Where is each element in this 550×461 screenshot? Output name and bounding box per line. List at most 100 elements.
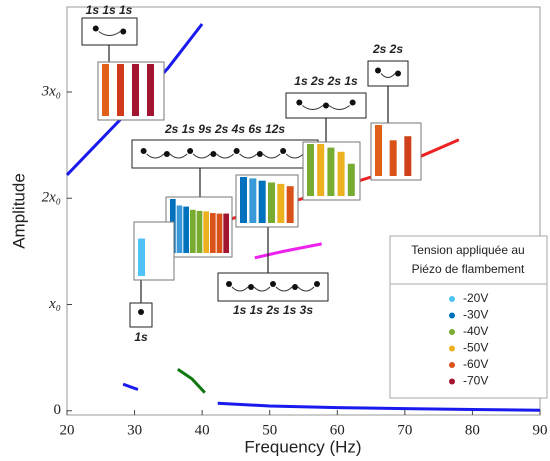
mode-ball bbox=[163, 151, 170, 157]
inset-bar bbox=[249, 178, 257, 223]
mode-spring bbox=[216, 153, 234, 159]
inset-bar bbox=[258, 180, 266, 223]
mode-label: 2s 2s bbox=[372, 42, 403, 56]
mode-spring bbox=[192, 153, 211, 159]
x-axis-title: Frequency (Hz) bbox=[244, 437, 361, 456]
inset-bar bbox=[203, 211, 209, 253]
inset-bar bbox=[210, 213, 216, 253]
inset-bar bbox=[375, 125, 382, 176]
legend-label: -50V bbox=[463, 341, 488, 355]
inset-bar bbox=[277, 183, 285, 223]
mode-ball bbox=[323, 102, 329, 109]
mode-ball bbox=[120, 28, 127, 35]
x-tick-label: 50 bbox=[262, 422, 277, 438]
x-tick-label: 20 bbox=[60, 422, 75, 438]
mode-ball bbox=[375, 67, 381, 74]
y-tick-label: 0 bbox=[54, 402, 62, 418]
legend-swatch bbox=[449, 329, 455, 335]
legend-swatch bbox=[449, 378, 455, 385]
mode-ball bbox=[270, 281, 276, 287]
mode-spring bbox=[328, 105, 350, 110]
x-tick-label: 30 bbox=[127, 422, 142, 438]
legend-title: Tension appliquée au bbox=[411, 243, 524, 257]
inset-bar bbox=[117, 64, 124, 116]
inset-bar bbox=[404, 136, 412, 176]
x-tick-label: 70 bbox=[397, 422, 412, 438]
mode-spring bbox=[253, 286, 271, 292]
inset-bar bbox=[317, 144, 325, 196]
mode-ball bbox=[292, 284, 298, 290]
inset-bar bbox=[132, 64, 139, 116]
mode-ball bbox=[395, 70, 401, 77]
legend-label: -40V bbox=[463, 324, 488, 338]
inset-bar bbox=[268, 182, 275, 223]
mode-ball bbox=[233, 148, 240, 154]
inset-bar bbox=[286, 186, 294, 223]
mode-spring bbox=[169, 153, 188, 159]
legend-label: -30V bbox=[463, 308, 488, 322]
y-tick-label: 3x₀ bbox=[41, 83, 61, 99]
inset-bar bbox=[190, 209, 196, 253]
x-tick-label: 90 bbox=[533, 422, 548, 438]
data-line bbox=[176, 368, 206, 394]
inset-bar bbox=[176, 205, 183, 253]
inset-bar bbox=[307, 144, 314, 196]
mode-ball bbox=[349, 99, 356, 106]
mode-ball bbox=[248, 284, 254, 290]
legend-label: -60V bbox=[463, 357, 488, 371]
mode-ball bbox=[140, 148, 147, 154]
legend-swatch bbox=[449, 312, 455, 319]
legend-label: -70V bbox=[463, 374, 488, 388]
mode-spring bbox=[146, 153, 165, 159]
mode-ball bbox=[138, 309, 144, 315]
mode-ball bbox=[280, 148, 287, 154]
mode-label: 2s 1s 9s 2s 4s 6s 12s bbox=[164, 122, 285, 136]
mode-ball bbox=[256, 151, 263, 157]
legend-label: -20V bbox=[463, 291, 488, 305]
legend-swatch bbox=[449, 296, 455, 302]
inset-bar bbox=[102, 64, 109, 116]
mode-spring bbox=[297, 286, 315, 292]
x-tick-label: 60 bbox=[330, 422, 345, 438]
x-tick-label: 40 bbox=[195, 422, 210, 438]
inset-bar bbox=[196, 210, 203, 253]
mode-spring bbox=[262, 153, 281, 159]
mode-spring bbox=[98, 31, 121, 36]
mode-ball bbox=[226, 281, 232, 287]
mode-spring bbox=[231, 286, 249, 292]
y-tick-label: 2x₀ bbox=[42, 190, 61, 206]
mode-label: 1s 2s 2s 1s bbox=[294, 74, 358, 88]
data-line bbox=[122, 382, 139, 391]
inset-bar bbox=[223, 213, 229, 253]
mode-ball bbox=[296, 99, 303, 106]
inset-bar bbox=[389, 140, 397, 176]
inset-bar bbox=[337, 151, 345, 196]
mode-box bbox=[367, 60, 409, 87]
mode-label: 1s 1s 2s 1s 3s bbox=[233, 303, 313, 317]
mode-spring bbox=[275, 286, 293, 292]
inset-bar bbox=[216, 213, 223, 253]
mode-box bbox=[81, 17, 138, 46]
mode-spring bbox=[239, 153, 258, 159]
inset-bar bbox=[347, 163, 355, 196]
legend-swatch bbox=[449, 362, 455, 368]
inset-bar bbox=[327, 147, 335, 196]
x-tick-label: 80 bbox=[465, 422, 480, 438]
mode-ball bbox=[210, 151, 217, 157]
plot-frame bbox=[66, 6, 541, 416]
inset-bar bbox=[240, 177, 247, 223]
mode-ball bbox=[92, 25, 99, 32]
mode-spring bbox=[302, 105, 324, 110]
mode-spring bbox=[285, 153, 304, 159]
data-line bbox=[254, 242, 322, 260]
mode-label: 1s bbox=[134, 330, 148, 344]
mode-spring bbox=[380, 73, 396, 78]
legend-swatch bbox=[449, 345, 455, 352]
legend-box bbox=[389, 235, 548, 399]
inset-bar bbox=[147, 64, 154, 116]
legend-title: Piézo de flambement bbox=[412, 262, 525, 276]
inset-bar bbox=[183, 206, 189, 253]
mode-label: 1s 1s 1s bbox=[86, 3, 133, 17]
mode-box bbox=[131, 139, 319, 169]
